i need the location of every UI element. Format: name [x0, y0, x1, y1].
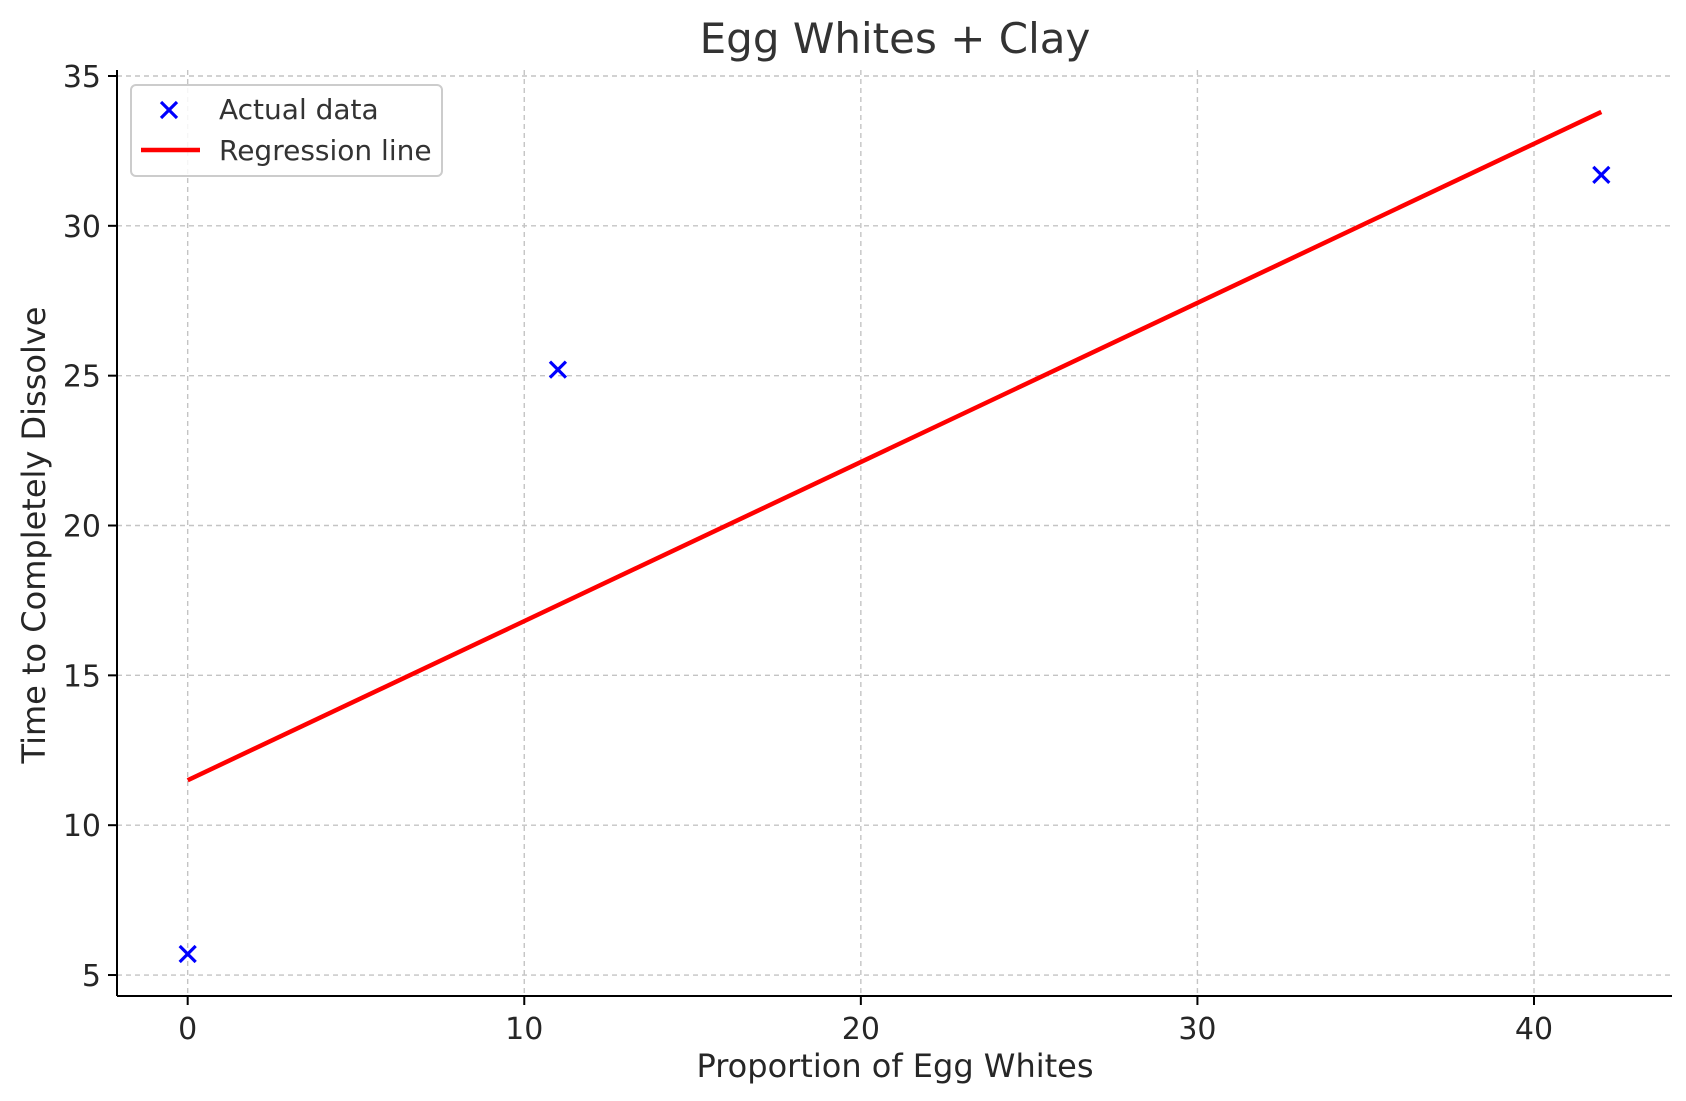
y-tick-label: 5: [82, 959, 101, 994]
y-tick-label: 10: [63, 809, 101, 844]
legend-frame: [130, 84, 443, 177]
data-point: [178, 944, 197, 964]
grid: [117, 70, 1672, 996]
x-tick-label: 30: [1178, 1012, 1216, 1047]
data-point: [548, 360, 568, 379]
axes: 0 10 20 30 40 5 10 15 20 25 30 35: [63, 60, 1672, 1047]
series-layer: [178, 109, 1611, 964]
y-tick-label: 25: [63, 360, 101, 395]
x-tick-label: 40: [1515, 1012, 1553, 1047]
legend: Actual data Regression line: [130, 84, 443, 177]
y-tick-label: 35: [63, 60, 101, 95]
y-tick-label: 15: [63, 659, 101, 694]
x-tick-label: 0: [178, 1012, 197, 1047]
regression-line: [186, 109, 1603, 783]
y-axis-label: Time to Completely Dissolve: [15, 307, 53, 765]
data-point: [1592, 165, 1611, 185]
legend-label-regression-line: Regression line: [219, 134, 432, 167]
y-tick-label: 20: [63, 510, 101, 545]
chart-title: Egg Whites + Clay: [700, 14, 1091, 63]
x-tick-label: 20: [842, 1012, 880, 1047]
y-tick-label: 30: [63, 210, 101, 245]
legend-marker-actual-data: [159, 100, 179, 120]
legend-label-actual-data: Actual data: [219, 93, 379, 126]
x-axis-label: Proportion of Egg Whites: [696, 1047, 1093, 1085]
x-tick-label: 10: [505, 1012, 543, 1047]
